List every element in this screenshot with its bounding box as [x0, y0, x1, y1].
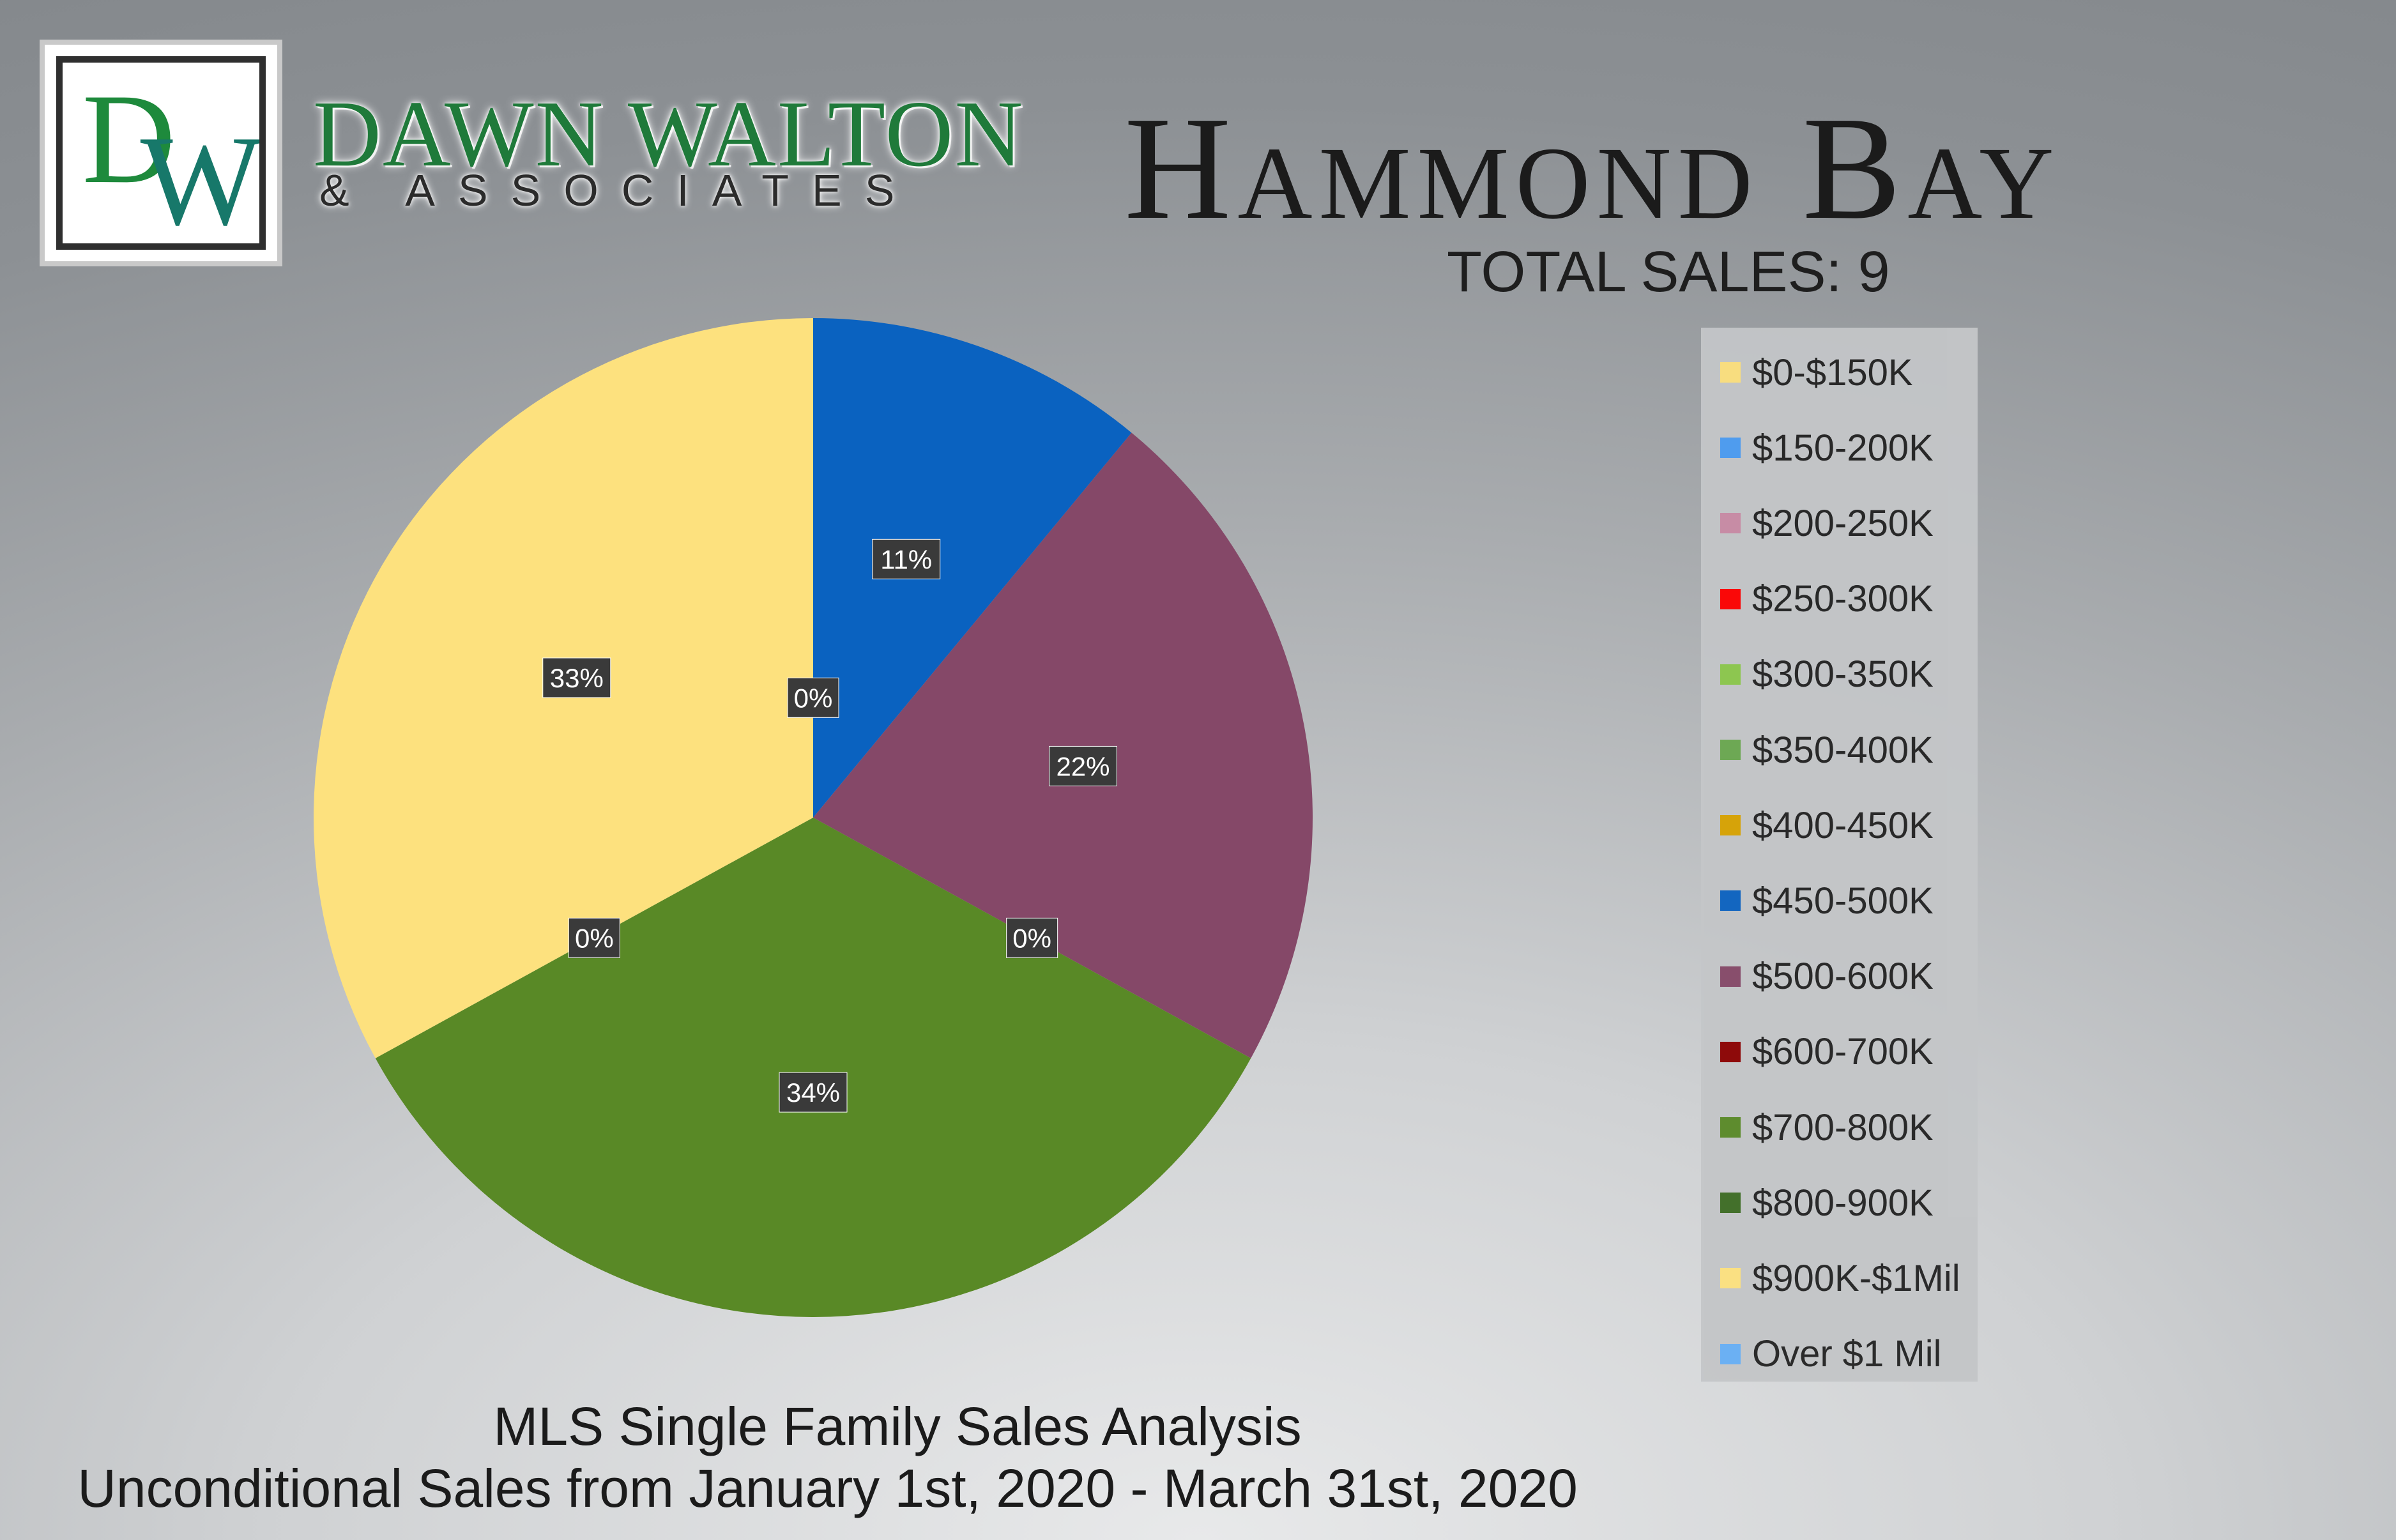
legend-item: $250-300K	[1720, 578, 1934, 620]
legend-swatch	[1720, 1193, 1741, 1214]
legend-label: $250-300K	[1752, 578, 1934, 620]
brand-subtitle: & ASSOCIATES	[319, 165, 918, 215]
data-label: 34%	[779, 1072, 848, 1113]
legend-swatch	[1720, 513, 1741, 534]
data-label: 0%	[568, 917, 620, 958]
logo: D W	[40, 40, 282, 266]
footer-title: MLS Single Family Sales Analysis	[493, 1396, 1302, 1456]
legend-swatch	[1720, 966, 1741, 987]
dw-monogram-icon: D W	[82, 67, 259, 243]
svg-text:D: D	[82, 67, 176, 210]
legend-item: $450-500K	[1720, 880, 1934, 922]
legend-item: $150-200K	[1720, 427, 1934, 469]
legend-item: $500-600K	[1720, 956, 1934, 998]
legend-swatch	[1720, 1041, 1741, 1062]
chart-title: Hammond Bay	[1124, 86, 2061, 250]
legend-label: $900K-$1Mil	[1752, 1257, 1960, 1299]
svg-text:0%: 0%	[794, 683, 833, 713]
svg-text:34%: 34%	[786, 1078, 840, 1108]
legend-swatch	[1720, 1117, 1741, 1138]
legend-swatch	[1720, 1343, 1741, 1364]
legend-label: Over $1 Mil	[1752, 1333, 1942, 1375]
legend-label: $600-700K	[1752, 1031, 1934, 1073]
legend-label: $800-900K	[1752, 1182, 1934, 1224]
legend-swatch	[1720, 740, 1741, 760]
legend-item: $700-800K	[1720, 1106, 1934, 1148]
legend-label: $400-450K	[1752, 804, 1934, 846]
legend-label: $700-800K	[1752, 1106, 1934, 1148]
svg-text:W: W	[141, 109, 259, 243]
legend-label: $450-500K	[1752, 880, 1934, 922]
data-label: 0%	[1006, 917, 1058, 958]
legend-swatch	[1720, 664, 1741, 685]
legend-label: $350-400K	[1752, 729, 1934, 771]
brand-name: DAWN WALTON	[313, 82, 1025, 187]
legend-item: $800-900K	[1720, 1182, 1934, 1224]
svg-text:0%: 0%	[1012, 923, 1051, 953]
legend-label: $300-350K	[1752, 653, 1934, 696]
data-label: 0%	[787, 677, 839, 718]
legend-swatch	[1720, 1268, 1741, 1289]
legend-swatch	[1720, 890, 1741, 911]
legend-label: $500-600K	[1752, 956, 1934, 998]
data-label: 11%	[872, 538, 941, 579]
svg-text:0%: 0%	[575, 923, 614, 953]
svg-text:22%: 22%	[1056, 751, 1110, 781]
legend-item: $900K-$1Mil	[1720, 1257, 1960, 1299]
legend-item: $200-250K	[1720, 502, 1934, 544]
legend-swatch	[1720, 815, 1741, 836]
legend-item: $350-400K	[1720, 729, 1934, 771]
legend-item: $600-700K	[1720, 1031, 1934, 1073]
legend-label: $0-$150K	[1752, 351, 1913, 393]
total-sales: TOTAL SALES: 9	[1447, 240, 1890, 304]
legend-item: Over $1 Mil	[1720, 1333, 1942, 1375]
legend-swatch	[1720, 588, 1741, 609]
legend-label: $150-200K	[1752, 427, 1934, 469]
footer-date-range: Unconditional Sales from January 1st, 20…	[77, 1458, 1578, 1518]
svg-text:11%: 11%	[880, 544, 932, 574]
logo-monogram: D W	[56, 56, 266, 250]
legend-item: $0-$150K	[1720, 351, 1913, 393]
footer-subtitle: Unconditional Sales from January 1st, 20…	[0, 1458, 2396, 1520]
svg-text:33%: 33%	[550, 663, 604, 693]
legend-item: $400-450K	[1720, 804, 1934, 846]
pie-slice--500-600k	[813, 432, 1313, 1058]
legend-swatch	[1720, 362, 1741, 383]
legend-item: $300-350K	[1720, 653, 1934, 696]
legend: $0-$150K $150-200K $200-250K $250-300K $300-…	[1701, 328, 1978, 1382]
pie-slice--450-500k	[813, 318, 1132, 818]
data-label: 22%	[1048, 745, 1117, 786]
data-label: 33%	[542, 657, 611, 698]
legend-label: $200-250K	[1752, 502, 1934, 544]
legend-swatch	[1720, 438, 1741, 459]
